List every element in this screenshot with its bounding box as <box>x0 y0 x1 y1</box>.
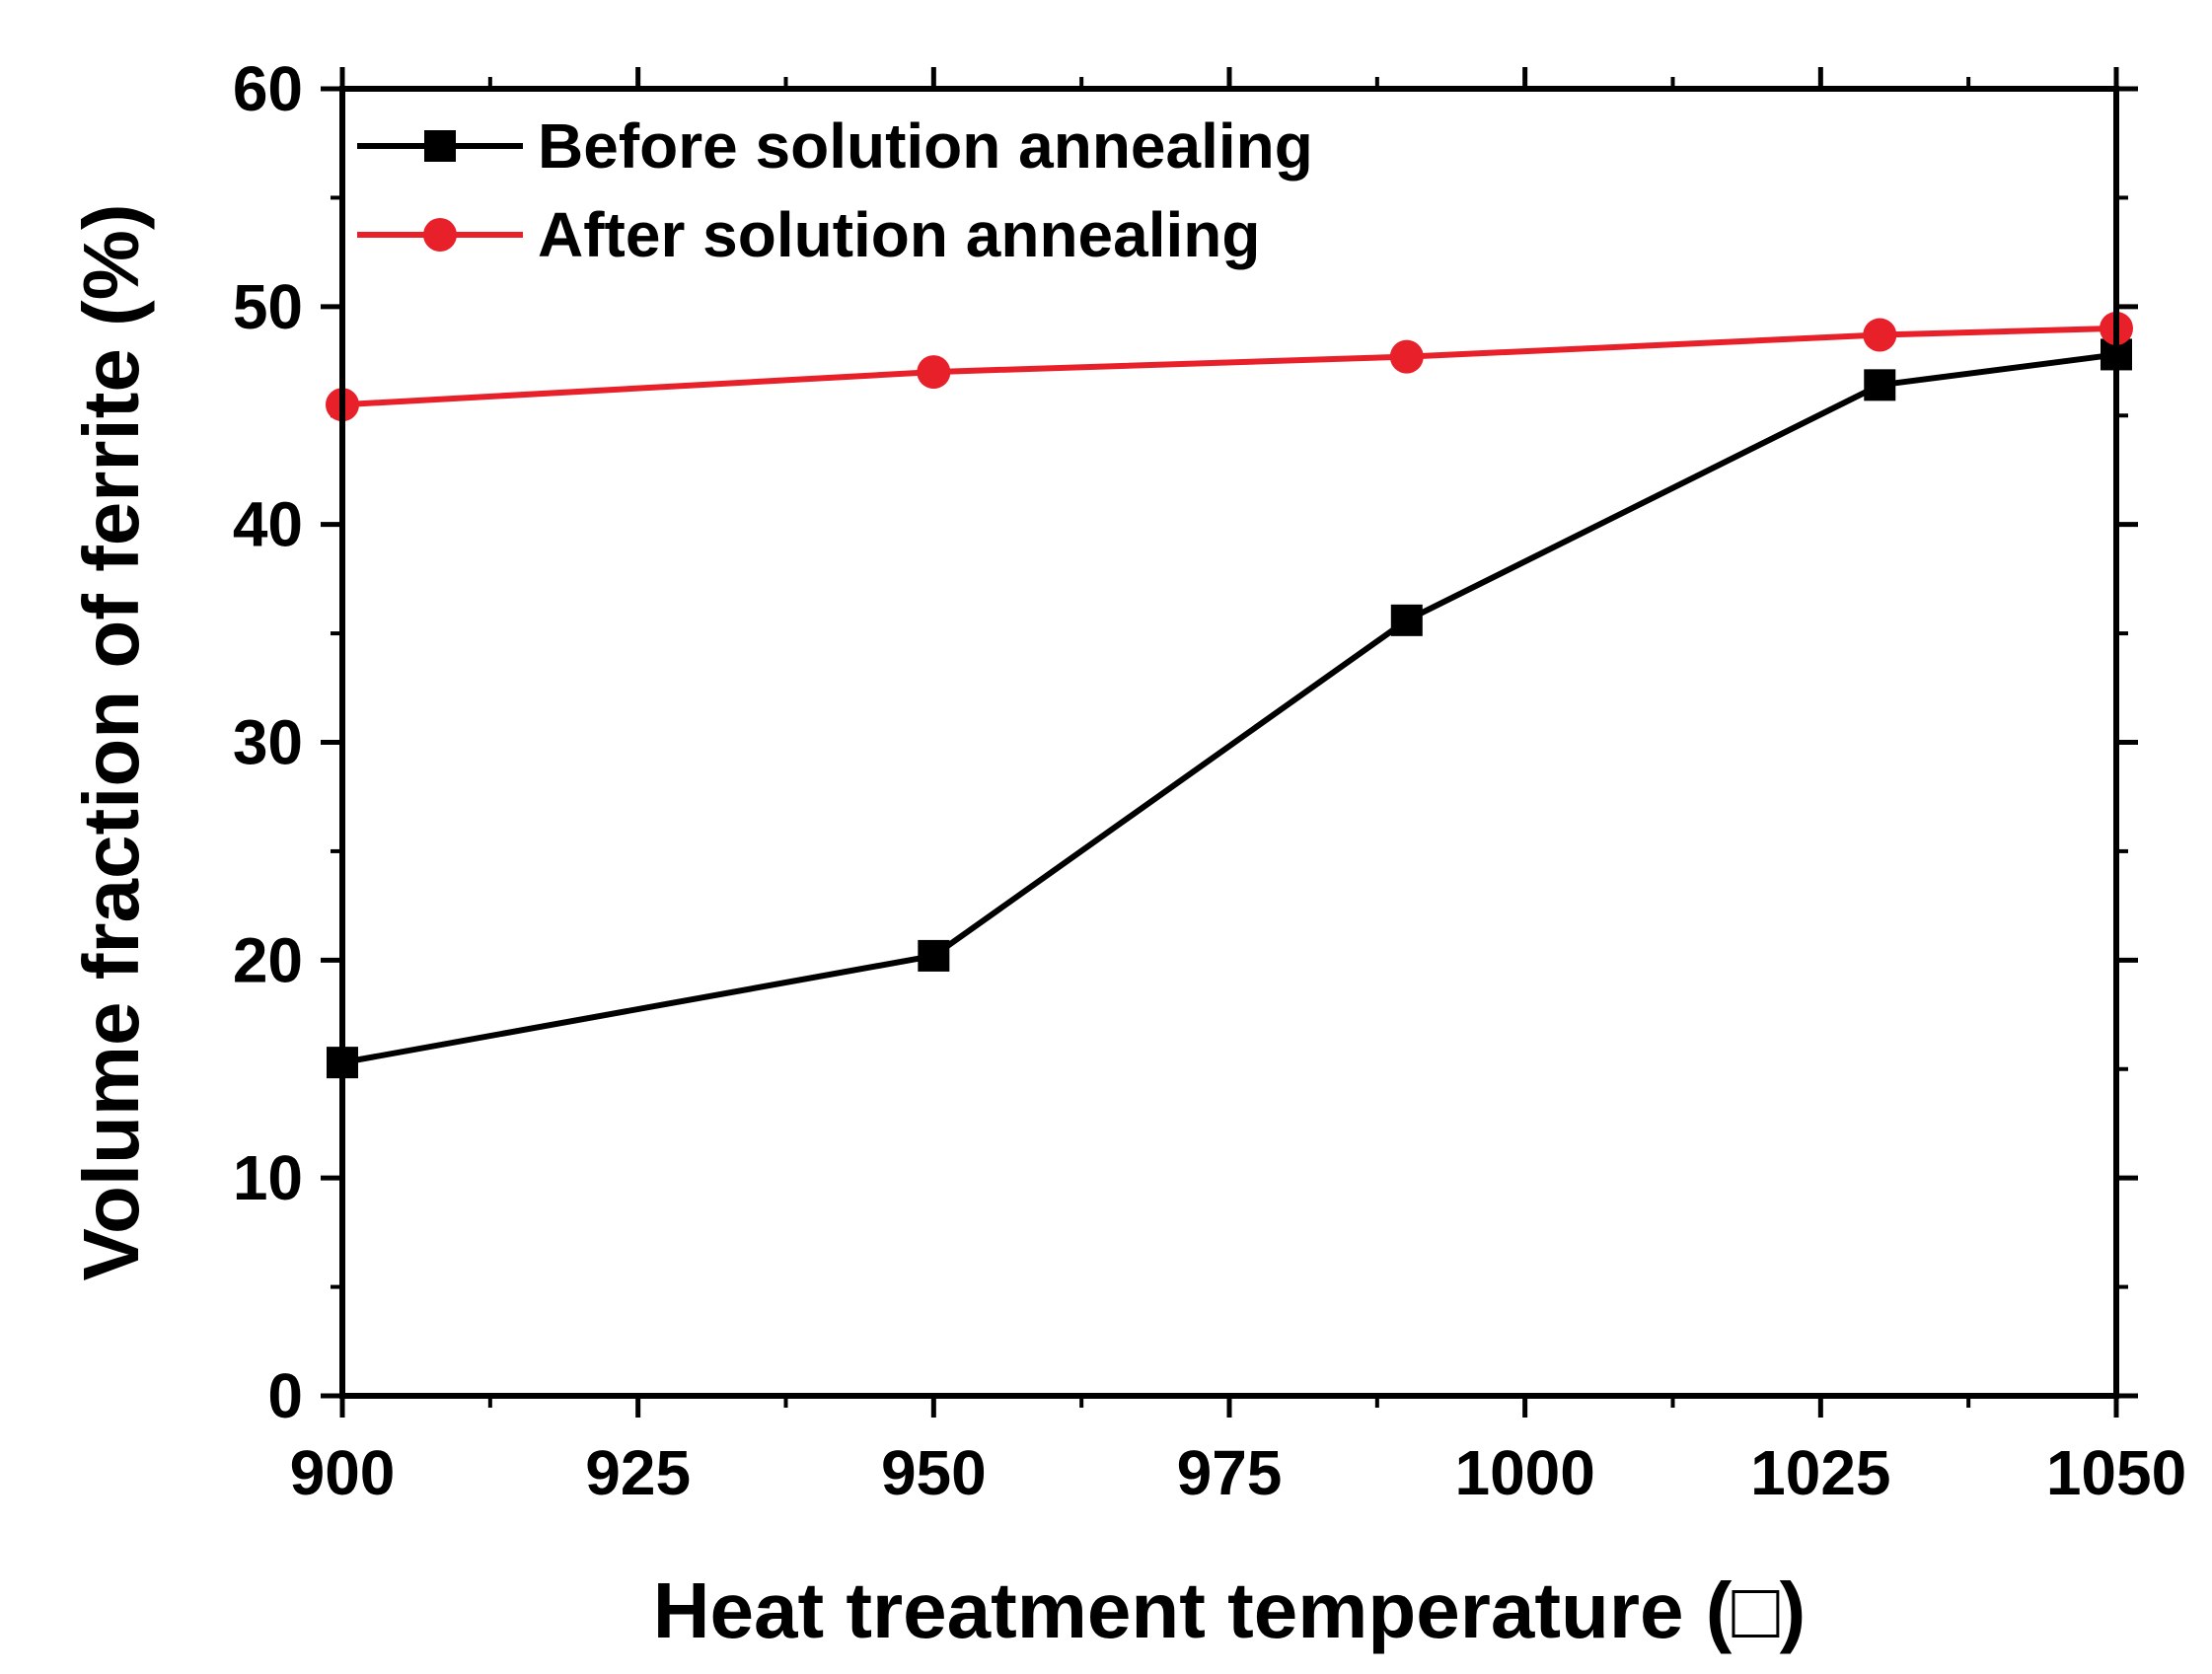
legend: Before solution annealing After solution … <box>357 110 1313 270</box>
legend-label: Before solution annealing <box>538 110 1313 182</box>
y-tick-label: 50 <box>233 271 303 342</box>
x-tick-label: 1025 <box>1750 1437 1890 1508</box>
x-tick-label: 900 <box>290 1437 396 1508</box>
data-point <box>1863 318 1897 352</box>
tick-labels: 900 925 950 975 1000 1025 1050 0 10 20 30 40 50 60 <box>233 53 2186 1508</box>
y-tick-label: 20 <box>233 924 303 995</box>
data-point <box>1864 369 1896 401</box>
y-tick-label: 40 <box>233 489 303 560</box>
y-tick-label: 10 <box>233 1142 303 1213</box>
legend-marker <box>424 130 456 162</box>
legend-item: Before solution annealing <box>357 110 1313 182</box>
y-axis-title: Volume fraction of ferrite (%) <box>67 204 155 1281</box>
data-point <box>917 355 951 390</box>
series-line <box>341 325 2117 408</box>
data-point <box>918 939 950 972</box>
y-tick-label: 60 <box>233 53 303 124</box>
x-tick-label: 950 <box>881 1437 987 1508</box>
x-tick-label: 1000 <box>1454 1437 1594 1508</box>
y-tick-label: 0 <box>267 1360 303 1431</box>
legend-marker <box>423 218 457 252</box>
legend-label: After solution annealing <box>538 199 1260 270</box>
series-line <box>341 351 2117 1066</box>
y-tick-label: 30 <box>233 707 303 778</box>
x-tick-label: 1050 <box>2046 1437 2186 1508</box>
series-2 <box>326 311 2133 422</box>
plot-frame <box>339 86 2119 1399</box>
x-axis-title: Heat treatment temperature (□) <box>653 1566 1806 1654</box>
x-tick-label: 925 <box>585 1437 691 1508</box>
x-tick-label: 975 <box>1177 1437 1283 1508</box>
series-1 <box>327 338 2132 1079</box>
legend-item: After solution annealing <box>357 199 1260 270</box>
data-point <box>1389 339 1424 374</box>
data-point <box>1390 604 1423 636</box>
series-layer <box>326 311 2133 1079</box>
